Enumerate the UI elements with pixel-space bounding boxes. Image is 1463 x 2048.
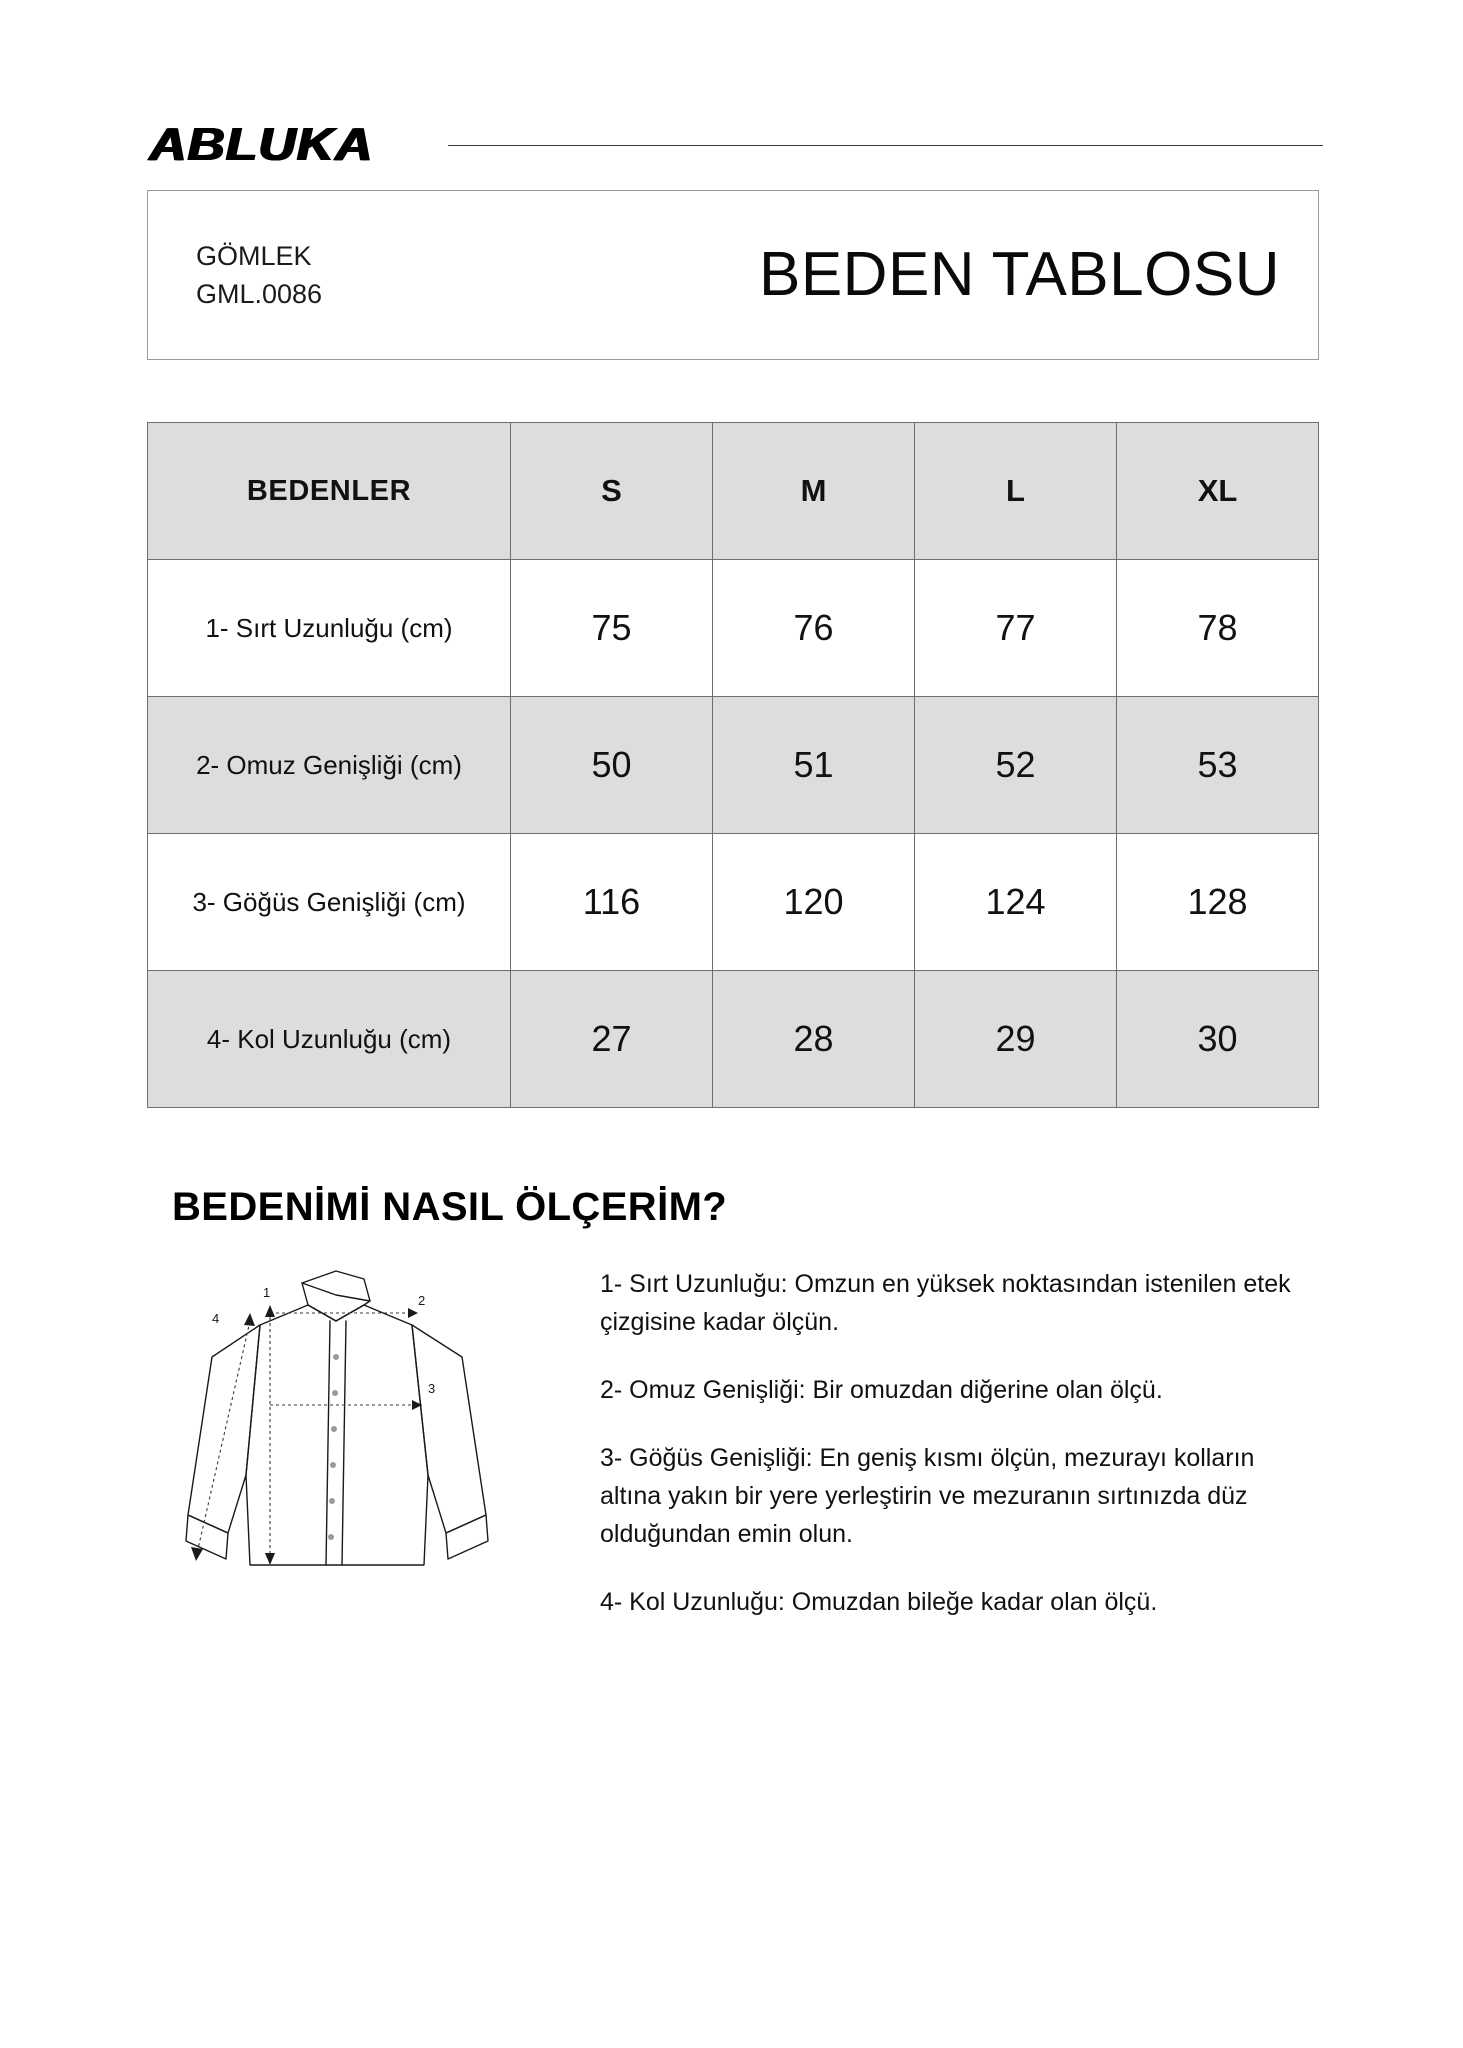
measurement-instructions: 1- Sırt Uzunluğu: Omzun en yüksek noktas… [600,1265,1300,1621]
cell-chest-width-l: 124 [914,833,1117,971]
cell-chest-width-s: 116 [510,833,713,971]
row-label-sleeve-length: 4- Kol Uzunluğu (cm) [147,970,511,1108]
instruction-sleeve-length: 4- Kol Uzunluğu: Omuzdan bileğe kadar ol… [600,1588,1158,1616]
instruction-shoulder-width: 2- Omuz Genişliği: Bir omuzdan diğerine … [600,1376,1163,1404]
row-label-back-length: 1- Sırt Uzunluğu (cm) [147,559,511,697]
row-label-shoulder-width: 2- Omuz Genişliği (cm) [147,696,511,834]
cell-sleeve-length-l: 29 [914,970,1117,1108]
how-to-measure-title: BEDENİMİ NASIL ÖLÇERİM? [172,1185,728,1229]
column-header-l: L [914,422,1117,560]
table-row: 1- Sırt Uzunluğu (cm) 75 76 77 78 [147,559,1319,697]
cell-shoulder-width-l: 52 [914,696,1117,834]
shirt-diagram: 1 2 3 4 [150,1265,570,1665]
product-code: GML.0086 [196,279,323,309]
instruction-back-length: 1- Sırt Uzunluğu: Omzun en yüksek noktas… [600,1270,1291,1336]
cell-shoulder-width-xl: 53 [1116,696,1319,834]
abluka-logo: ABLUKA [148,118,373,170]
size-table-body: 1- Sırt Uzunluğu (cm) 75 76 77 78 2- Omu… [147,559,1319,1108]
figure-marker-2: 2 [418,1293,425,1308]
title-box: GÖMLEK GML.0086 BEDEN TABLOSU [147,190,1319,360]
page-title: BEDEN TABLOSU [758,240,1280,309]
cell-chest-width-xl: 128 [1116,833,1319,971]
cell-sleeve-length-xl: 30 [1116,970,1319,1108]
button-dots [328,1354,339,1540]
product-category: GÖMLEK [196,240,312,271]
cell-back-length-m: 76 [712,559,915,697]
cell-sleeve-length-m: 28 [712,970,915,1108]
row-label-chest-width: 3- Göğüs Genişliği (cm) [147,833,511,971]
figure-marker-3: 3 [428,1381,435,1396]
cell-back-length-l: 77 [914,559,1117,697]
column-header-bedenler: BEDENLER [147,422,511,560]
column-header-m: M [712,422,915,560]
table-row: 2- Omuz Genişliği (cm) 50 51 52 53 [147,696,1319,834]
cell-back-length-xl: 78 [1116,559,1319,697]
header-divider-rule [448,144,1323,146]
size-table-head: BEDENLER S M L XL [147,422,1319,560]
cell-sleeve-length-s: 27 [510,970,713,1108]
shirt-illustration-svg: 1 2 3 4 [185,1270,489,1566]
column-header-s: S [510,422,713,560]
brand-header: ABLUKA [148,120,1323,168]
product-info: GÖMLEK GML.0086 [196,237,322,314]
cell-shoulder-width-m: 51 [712,696,915,834]
cell-shoulder-width-s: 50 [510,696,713,834]
cell-back-length-s: 75 [510,559,713,697]
size-table: BEDENLER S M L XL 1- Sırt Uzunluğu (cm) … [147,422,1319,1108]
figure-marker-1: 1 [263,1285,270,1300]
table-row: 4- Kol Uzunluğu (cm) 27 28 29 30 [147,970,1319,1108]
column-header-xl: XL [1116,422,1319,560]
figure-marker-4: 4 [212,1311,219,1326]
table-header-row: BEDENLER S M L XL [147,422,1319,560]
cell-chest-width-m: 120 [712,833,915,971]
table-row: 3- Göğüs Genişliği (cm) 116 120 124 128 [147,833,1319,971]
instruction-chest-width: 3- Göğüs Genişliği: En geniş kısmı ölçün… [600,1444,1255,1548]
